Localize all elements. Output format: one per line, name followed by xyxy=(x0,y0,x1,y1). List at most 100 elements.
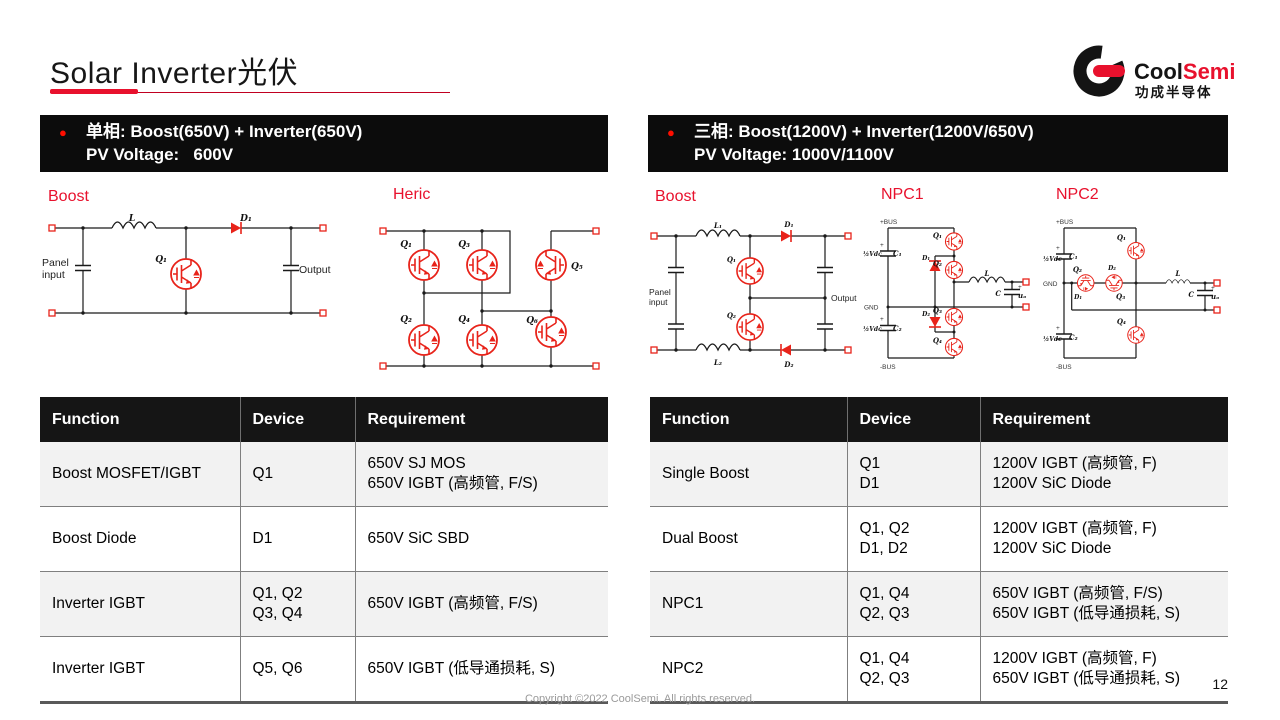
q4-label: Q₄ xyxy=(933,336,942,345)
inductor-symbol xyxy=(1165,279,1191,284)
cell-device: Q1, Q4 Q2, Q3 xyxy=(847,571,981,637)
header-function: Function xyxy=(650,397,848,442)
terminal-icon xyxy=(319,224,327,232)
q2-label: Q₂ xyxy=(400,315,412,325)
logo-red-bar xyxy=(1093,65,1125,77)
cell-device: Q1, Q4 Q2, Q3 xyxy=(847,636,981,704)
plus-mark: + xyxy=(880,316,884,323)
heric-circuit-diagram: Q₁ Q₂ Q₃ Q₄ Q₅ Q₆ xyxy=(379,227,600,370)
bus-pos-label: +BUS xyxy=(880,219,898,226)
cell-function: Boost Diode xyxy=(40,506,241,572)
terminal-icon xyxy=(1213,306,1221,314)
cell-requirement: 650V IGBT (高频管, F/S) 650V IGBT (低导通损耗, S… xyxy=(980,571,1228,637)
igbt-symbol xyxy=(408,324,440,356)
npc1-circuit-diagram: +BUS -BUS GND C₁ C₂ ½Vdc ½Vdc + + Q₁ Q₂ … xyxy=(863,219,1030,371)
gnd-label: GND xyxy=(864,305,879,312)
circuit-wires xyxy=(386,230,593,367)
heric-label: Heric xyxy=(393,186,431,203)
d1-label: D₁ xyxy=(1073,294,1082,301)
terminal-icon xyxy=(379,227,387,235)
table-header-row: Function Device Requirement xyxy=(40,397,608,442)
coolsemi-logo: CoolSemi 功成半导体 xyxy=(1073,45,1235,100)
terminal-icon xyxy=(48,309,56,317)
panel-input-label2: input xyxy=(42,269,65,281)
q1-label: Q₁ xyxy=(1117,233,1126,242)
page-number: 12 xyxy=(1212,676,1228,692)
q4-label: Q₄ xyxy=(458,315,470,325)
c2-label: C₂ xyxy=(893,324,902,333)
cell-requirement: 1200V IGBT (高频管, F) 1200V SiC Diode xyxy=(980,506,1228,572)
igbt-symbol xyxy=(408,249,440,281)
d1-label: D₁ xyxy=(239,214,252,224)
terminal-icon xyxy=(48,224,56,232)
d2-label: D₂ xyxy=(783,360,793,369)
panel-input-label2: input xyxy=(649,297,668,307)
capacitor-symbol xyxy=(667,266,685,274)
three-phase-requirements-table: Function Device Requirement Single Boost… xyxy=(650,397,1228,704)
igbt-symbol xyxy=(1105,274,1123,292)
igbt-symbol xyxy=(1127,326,1145,344)
cell-function: Boost MOSFET/IGBT xyxy=(40,442,241,507)
table-row: Single Boost Q1 D1 1200V IGBT (高频管, F) 1… xyxy=(650,442,1228,507)
three-phase-pv-voltage: PV Voltage: 1000V/1100V xyxy=(694,145,895,164)
plus-mark: + xyxy=(1211,285,1215,292)
q1-label: Q₁ xyxy=(727,255,736,264)
inductor-symbol xyxy=(695,343,741,351)
bus-pos-label: +BUS xyxy=(1056,219,1074,226)
cell-device: Q1 xyxy=(240,442,356,507)
terminal-icon xyxy=(1022,278,1030,286)
copyright-text: Copyright ©2022 CoolSemi. All rights res… xyxy=(524,693,756,705)
q3-label: Q₃ xyxy=(458,240,470,250)
cell-device: Q1, Q2 D1, D2 xyxy=(847,506,981,572)
panel-input-label: Panel xyxy=(649,287,671,297)
terminal-icon xyxy=(1213,279,1221,287)
terminal-icon xyxy=(650,232,658,240)
single-phase-header-bar: ● 单相: Boost(650V) + Inverter(650V) PV Vo… xyxy=(40,115,608,172)
half-vdc-label: ½Vdc xyxy=(1043,256,1062,263)
header-function: Function xyxy=(40,397,241,442)
logo-subtitle: 功成半导体 xyxy=(1135,84,1213,100)
npc1-label: NPC1 xyxy=(881,186,924,203)
table-row: Dual Boost Q1, Q2 D1, D2 1200V IGBT (高频管… xyxy=(650,506,1228,572)
capacitor-symbol xyxy=(816,323,834,330)
q3-label: Q₃ xyxy=(1116,292,1125,301)
terminal-icon xyxy=(592,227,600,235)
cell-function: Single Boost xyxy=(650,442,848,507)
cell-function: Dual Boost xyxy=(650,506,848,572)
npc2-label: NPC2 xyxy=(1056,186,1099,203)
c2-label: C₂ xyxy=(1069,333,1078,342)
q1-label: Q₁ xyxy=(400,240,412,250)
plus-mark: + xyxy=(880,242,884,249)
terminal-icon xyxy=(1022,303,1030,311)
cell-requirement: 1200V IGBT (高频管, F) 650V IGBT (低导通损耗, S) xyxy=(980,636,1228,704)
igbt-symbol xyxy=(466,324,498,356)
l-label: L xyxy=(984,269,990,278)
bullet-icon: ● xyxy=(59,125,67,140)
igbt-symbol xyxy=(944,307,964,327)
header-device: Device xyxy=(240,397,356,442)
plus-mark: + xyxy=(1056,245,1060,252)
igbt-symbol xyxy=(944,232,964,251)
cell-device: Q5, Q6 xyxy=(240,636,356,704)
cell-device: D1 xyxy=(240,506,356,572)
npc2-circuit-diagram: +BUS -BUS GND C₁ C₂ ½Vdc ½Vdc + + Q₁ Q₄ … xyxy=(1043,219,1221,371)
half-vdc-label: ½Vdc xyxy=(1043,336,1062,343)
q2-label: Q₂ xyxy=(1073,265,1082,274)
cell-requirement: 650V SiC SBD xyxy=(355,506,608,572)
terminal-icon xyxy=(844,346,852,354)
q1-label: Q₁ xyxy=(155,255,167,265)
l2-label: L₂ xyxy=(713,358,722,367)
igbt-symbol xyxy=(535,316,567,348)
half-vdc-label: ½Vdc xyxy=(863,251,882,258)
igbt-symbol xyxy=(1127,241,1145,260)
logo-c-mark xyxy=(1073,45,1125,97)
table-header-row: Function Device Requirement xyxy=(650,397,1228,442)
q4-label: Q₄ xyxy=(1117,317,1126,326)
cell-device: Q1 D1 xyxy=(847,442,981,507)
igbt-symbol xyxy=(736,257,764,285)
cell-requirement: 1200V IGBT (高频管, F) 1200V SiC Diode xyxy=(980,442,1228,507)
title-underline-thick xyxy=(50,89,138,94)
d1-label: D₁ xyxy=(921,255,930,262)
c1-label: C₁ xyxy=(893,249,902,258)
